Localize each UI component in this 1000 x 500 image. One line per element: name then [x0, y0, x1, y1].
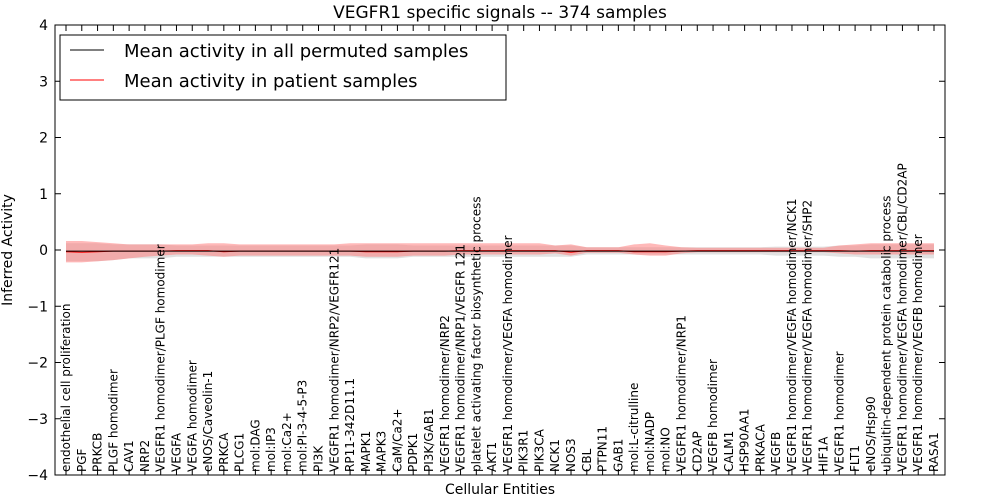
category-label: NOS3 — [564, 438, 578, 472]
y-tick-label: 4 — [39, 18, 48, 34]
line-group — [65, 250, 934, 253]
category-label: endothelial cell proliferation — [59, 304, 73, 472]
category-label: mol:NO — [659, 427, 673, 472]
y-tick-label: 1 — [39, 187, 48, 203]
category-label: PLGF homodimer — [106, 369, 120, 472]
category-label: RP11-342D11.1 — [343, 378, 357, 472]
y-tick-label: −3 — [27, 412, 48, 428]
category-label: mol:NADP — [643, 412, 657, 472]
x-axis-label: Cellular Entities — [445, 482, 555, 498]
category-label: PDPK1 — [406, 433, 420, 472]
category-label: VEGFR1 homodimer/VEGFB homodimer — [911, 234, 925, 472]
category-label: VEGFR1 homodimer/NRP2 — [438, 315, 452, 472]
category-label: PTPN11 — [596, 426, 610, 472]
category-label: mol:DAG — [248, 419, 262, 472]
category-label: NCK1 — [548, 439, 562, 472]
category-label: VEGFR1 homodimer/VEGFA homodimer/SHP2 — [801, 200, 815, 472]
category-label: PI3K — [312, 445, 326, 472]
category-label: RASA1 — [927, 432, 941, 472]
category-label: GAB1 — [611, 439, 625, 472]
x-ticks — [65, 25, 935, 475]
category-label: PGF — [75, 448, 89, 472]
category-label: MAPK3 — [375, 431, 389, 472]
legend-box — [59, 34, 507, 101]
category-label: AKT1 — [485, 442, 499, 472]
category-label: CBL — [580, 448, 594, 472]
legend: Mean activity in all permuted samples Me… — [59, 34, 507, 101]
category-label: VEGFR1 homodimer/NRP1 — [674, 315, 688, 472]
category-label: mol:PI-3-4-5-P3 — [296, 380, 310, 472]
category-label: CD2AP — [690, 431, 704, 472]
category-label: PRKCA — [217, 432, 231, 472]
y-tick-label: −4 — [27, 468, 48, 484]
legend-label-permuted: Mean activity in all permuted samples — [124, 41, 468, 62]
category-label: VEGFR1 homodimer — [832, 351, 846, 472]
category-label: MAPK1 — [359, 431, 373, 472]
chart-title: VEGFR1 specific signals -- 374 samples — [333, 3, 667, 23]
band-patient — [66, 241, 934, 263]
category-label: VEGFR1 homodimer/VEGFA homodimer — [501, 235, 515, 472]
category-label: mol:IP3 — [264, 427, 278, 472]
y-tick-label: −1 — [27, 299, 48, 315]
category-label: ubiquitin-dependent protein catabolic pr… — [880, 196, 894, 472]
category-label: mol:Ca2+ — [280, 412, 294, 472]
band-group — [66, 241, 934, 263]
category-label: VEGFR1 homodimer/NRP2/VEGFR121 — [327, 248, 341, 472]
category-label: PIK3R1 — [517, 430, 531, 472]
category-label: VEGFR1 homodimer/NRP1/VEGFR 121 — [454, 244, 468, 472]
category-label: eNOS/Caveolin-1 — [201, 371, 215, 472]
category-label: HSP90AA1 — [738, 408, 752, 472]
category-label: platelet activating factor biosynthetic … — [469, 196, 483, 472]
category-label: CaM/Ca2+ — [390, 408, 404, 472]
category-label: NRP2 — [138, 440, 152, 472]
y-tick-label: −2 — [27, 356, 48, 372]
category-label: eNOS/Hsp90 — [864, 396, 878, 472]
y-tick-label: 2 — [39, 131, 48, 147]
category-label: VEGFR1 homodimer/PLGF homodimer — [154, 244, 168, 472]
y-ticks: −4 −3 −2 −1 0 1 2 3 4 — [27, 18, 945, 484]
y-axis-label: Inferred Activity — [0, 194, 16, 306]
category-label: CAV1 — [122, 440, 136, 472]
legend-label-patient: Mean activity in patient samples — [124, 71, 418, 92]
category-label: VEGFA — [169, 432, 183, 472]
category-label: VEGFR1 homodimer/VEGFA homodimer/CBL/CD2… — [895, 163, 909, 472]
category-label: FLT1 — [848, 445, 862, 472]
category-label: VEGFR1 homodimer/VEGFA homodimer/NCK1 — [785, 198, 799, 472]
category-label: PI3K/GAB1 — [422, 408, 436, 472]
category-label: PRKCB — [91, 433, 105, 472]
category-labels: endothelial cell proliferation PGF PRKCB PL… — [59, 163, 941, 472]
category-label: VEGFB — [769, 432, 783, 472]
category-label: CALM1 — [722, 431, 736, 472]
category-label: PLCG1 — [233, 433, 247, 472]
category-label: PRKACA — [753, 423, 767, 472]
category-label: PIK3CA — [532, 428, 546, 472]
y-tick-label: 0 — [39, 243, 48, 259]
category-label: mol:L-citrulline — [627, 383, 641, 472]
y-tick-label: 3 — [39, 74, 48, 90]
category-label: VEGFA homodimer — [185, 360, 199, 472]
category-label: VEGFB homodimer — [706, 359, 720, 472]
category-label: HIF1A — [817, 436, 831, 472]
